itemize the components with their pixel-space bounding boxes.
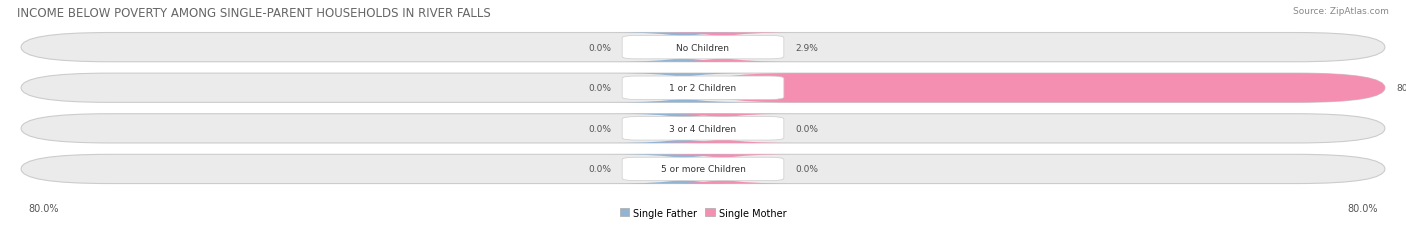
FancyBboxPatch shape	[614, 74, 752, 103]
Text: 0.0%: 0.0%	[588, 84, 612, 93]
Text: 0.0%: 0.0%	[796, 165, 818, 174]
Text: 1 or 2 Children: 1 or 2 Children	[669, 84, 737, 93]
FancyBboxPatch shape	[621, 117, 785, 140]
FancyBboxPatch shape	[654, 155, 792, 184]
FancyBboxPatch shape	[21, 33, 1385, 62]
FancyBboxPatch shape	[703, 74, 1385, 103]
FancyBboxPatch shape	[621, 36, 785, 60]
FancyBboxPatch shape	[21, 155, 1385, 184]
Text: 80.0%: 80.0%	[28, 203, 59, 213]
FancyBboxPatch shape	[654, 114, 792, 143]
FancyBboxPatch shape	[614, 114, 752, 143]
Text: INCOME BELOW POVERTY AMONG SINGLE-PARENT HOUSEHOLDS IN RIVER FALLS: INCOME BELOW POVERTY AMONG SINGLE-PARENT…	[17, 7, 491, 20]
Text: 3 or 4 Children: 3 or 4 Children	[669, 124, 737, 133]
Legend: Single Father, Single Mother: Single Father, Single Mother	[616, 204, 790, 222]
Text: 0.0%: 0.0%	[588, 43, 612, 52]
Text: 0.0%: 0.0%	[796, 124, 818, 133]
Text: 80.0%: 80.0%	[1347, 203, 1378, 213]
FancyBboxPatch shape	[21, 74, 1385, 103]
FancyBboxPatch shape	[654, 33, 792, 62]
Text: No Children: No Children	[676, 43, 730, 52]
FancyBboxPatch shape	[21, 114, 1385, 143]
FancyBboxPatch shape	[614, 155, 752, 184]
Text: 80.0%: 80.0%	[1396, 84, 1406, 93]
FancyBboxPatch shape	[621, 158, 785, 181]
FancyBboxPatch shape	[621, 77, 785, 100]
Text: 0.0%: 0.0%	[588, 165, 612, 174]
Text: 5 or more Children: 5 or more Children	[661, 165, 745, 174]
Text: Source: ZipAtlas.com: Source: ZipAtlas.com	[1294, 7, 1389, 16]
FancyBboxPatch shape	[614, 33, 752, 62]
Text: 0.0%: 0.0%	[588, 124, 612, 133]
Text: 2.9%: 2.9%	[796, 43, 818, 52]
